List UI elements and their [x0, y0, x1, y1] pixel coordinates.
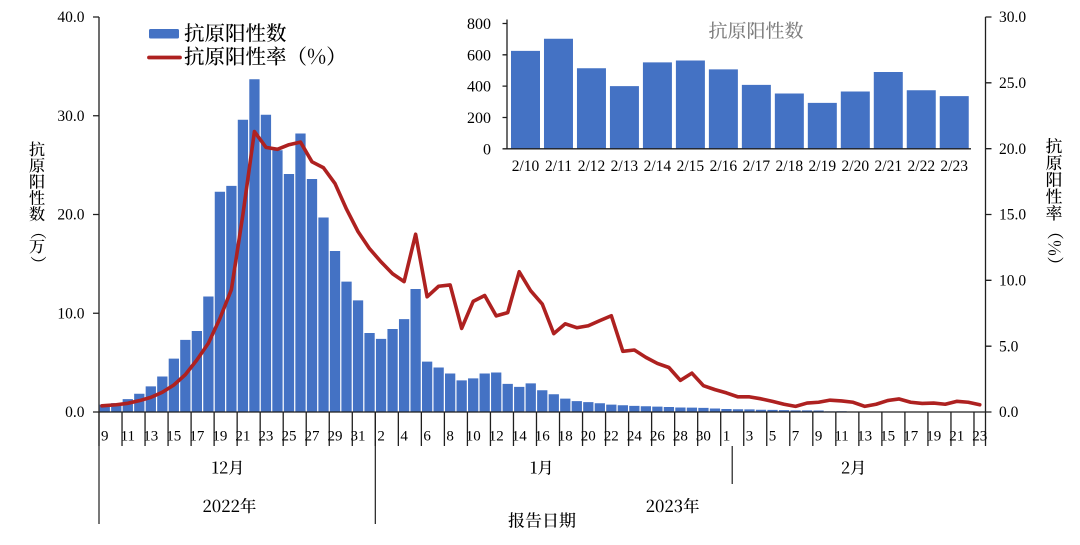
- svg-text:23: 23: [972, 429, 987, 445]
- svg-text:6: 6: [423, 429, 431, 445]
- svg-text:31: 31: [351, 429, 366, 445]
- svg-text:21: 21: [235, 429, 250, 445]
- svg-text:0.0: 0.0: [999, 404, 1019, 421]
- svg-text:40.0: 40.0: [57, 9, 84, 26]
- svg-text:2/20: 2/20: [842, 158, 870, 175]
- svg-text:15: 15: [166, 429, 181, 445]
- svg-text:9: 9: [101, 429, 109, 445]
- svg-text:11: 11: [834, 429, 848, 445]
- svg-text:30.0: 30.0: [999, 9, 1026, 26]
- svg-text:17: 17: [189, 429, 205, 445]
- svg-text:29: 29: [328, 429, 343, 445]
- svg-text:15.0: 15.0: [999, 207, 1026, 224]
- svg-text:2/21: 2/21: [875, 158, 903, 175]
- svg-text:10.0: 10.0: [999, 273, 1026, 290]
- svg-text:2: 2: [377, 429, 385, 445]
- svg-text:30: 30: [696, 429, 711, 445]
- svg-text:1: 1: [723, 429, 731, 445]
- svg-text:26: 26: [650, 429, 666, 445]
- svg-text:2/23: 2/23: [940, 158, 968, 175]
- svg-text:5.0: 5.0: [999, 338, 1019, 355]
- svg-text:11: 11: [121, 429, 135, 445]
- svg-text:23: 23: [258, 429, 273, 445]
- svg-text:3: 3: [746, 429, 754, 445]
- svg-text:400: 400: [467, 79, 491, 96]
- svg-text:25: 25: [282, 429, 297, 445]
- svg-text:19: 19: [926, 429, 941, 445]
- svg-text:10.0: 10.0: [57, 305, 84, 322]
- svg-text:22: 22: [604, 429, 619, 445]
- svg-text:12: 12: [489, 429, 504, 445]
- svg-text:19: 19: [212, 429, 227, 445]
- svg-text:2/19: 2/19: [809, 158, 837, 175]
- svg-text:2/22: 2/22: [908, 158, 936, 175]
- svg-text:0.0: 0.0: [65, 404, 85, 421]
- svg-text:2/10: 2/10: [512, 158, 540, 175]
- svg-text:15: 15: [880, 429, 895, 445]
- svg-text:600: 600: [467, 47, 491, 64]
- svg-text:16: 16: [535, 429, 551, 445]
- svg-text:9: 9: [815, 429, 823, 445]
- svg-text:4: 4: [400, 429, 408, 445]
- svg-text:20.0: 20.0: [57, 207, 84, 224]
- svg-text:800: 800: [467, 16, 491, 33]
- svg-text:0: 0: [483, 141, 491, 158]
- svg-text:200: 200: [467, 110, 491, 127]
- svg-text:21: 21: [949, 429, 964, 445]
- svg-text:10: 10: [466, 429, 481, 445]
- svg-text:5: 5: [769, 429, 777, 445]
- svg-text:27: 27: [305, 429, 321, 445]
- svg-text:2/16: 2/16: [710, 158, 738, 175]
- svg-text:7: 7: [792, 429, 800, 445]
- svg-text:8: 8: [446, 429, 454, 445]
- svg-text:2/13: 2/13: [611, 158, 639, 175]
- svg-text:18: 18: [558, 429, 573, 445]
- svg-text:14: 14: [512, 429, 528, 445]
- svg-text:20: 20: [581, 429, 596, 445]
- svg-text:13: 13: [143, 429, 158, 445]
- svg-text:2/18: 2/18: [776, 158, 804, 175]
- svg-text:13: 13: [857, 429, 872, 445]
- svg-text:25.0: 25.0: [999, 75, 1026, 92]
- svg-text:17: 17: [903, 429, 919, 445]
- svg-text:2/14: 2/14: [644, 158, 672, 175]
- svg-text:30.0: 30.0: [57, 108, 84, 125]
- svg-text:2/12: 2/12: [578, 158, 606, 175]
- svg-text:2/17: 2/17: [743, 158, 771, 175]
- svg-text:24: 24: [627, 429, 643, 445]
- svg-text:28: 28: [673, 429, 688, 445]
- svg-text:2/15: 2/15: [677, 158, 705, 175]
- svg-text:20.0: 20.0: [999, 141, 1026, 158]
- svg-text:2/11: 2/11: [545, 158, 572, 175]
